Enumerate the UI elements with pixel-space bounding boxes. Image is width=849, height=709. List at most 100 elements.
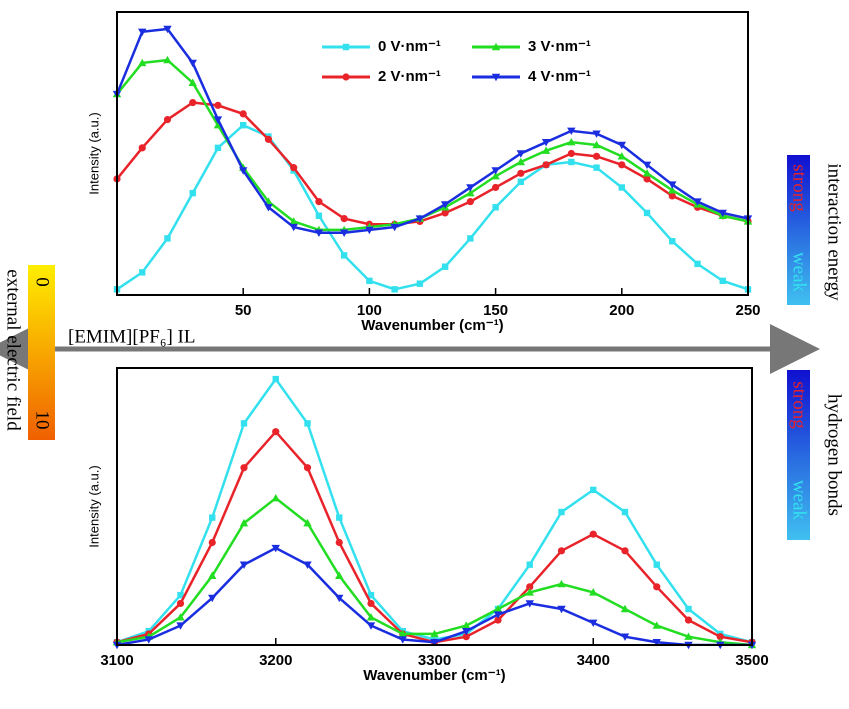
marker — [684, 632, 693, 640]
marker — [516, 150, 526, 158]
marker — [593, 164, 600, 171]
marker — [653, 561, 660, 568]
field-min: 0 — [32, 277, 53, 287]
marker — [621, 508, 629, 516]
y-axis-label: Intensity (a.u.) — [86, 112, 101, 194]
marker — [653, 583, 661, 591]
marker — [163, 115, 172, 124]
x-tick-label: 3200 — [259, 652, 292, 669]
legend-marker — [491, 73, 501, 82]
marker — [271, 544, 280, 553]
marker — [365, 226, 374, 235]
marker — [517, 169, 525, 177]
marker — [208, 594, 217, 603]
marker — [493, 604, 503, 613]
series-line — [117, 27, 748, 234]
series-line — [117, 123, 748, 291]
marker — [589, 619, 598, 628]
marker — [367, 599, 375, 608]
marker — [398, 629, 407, 638]
y-axis-label: Intensity (a.u.) — [86, 465, 101, 547]
series-line — [117, 429, 752, 644]
il-label: [EMIM][PF₆] IL — [68, 326, 195, 347]
marker — [685, 605, 692, 613]
marker — [239, 561, 249, 569]
marker — [684, 616, 693, 624]
energy-bar — [787, 155, 810, 305]
marker — [367, 591, 375, 599]
marker — [642, 169, 652, 177]
x-tick-label: 3400 — [577, 652, 610, 669]
marker — [567, 149, 575, 158]
marker — [335, 538, 343, 547]
marker — [209, 514, 216, 521]
legend-marker — [491, 42, 501, 51]
marker — [303, 464, 312, 472]
marker — [144, 636, 153, 644]
marker — [415, 215, 425, 223]
hbond-label: hydrogen bonds — [824, 394, 845, 516]
marker — [303, 518, 312, 527]
marker — [567, 127, 576, 136]
marker — [620, 604, 630, 613]
marker — [590, 486, 597, 494]
marker — [669, 238, 676, 245]
marker — [290, 164, 298, 172]
marker — [557, 605, 566, 614]
x-tick-label: 200 — [609, 302, 634, 319]
marker — [336, 514, 343, 521]
marker — [289, 223, 298, 232]
marker — [340, 252, 348, 259]
x-tick-label: 50 — [235, 302, 252, 319]
marker — [643, 175, 651, 183]
legend-label: 2 V·nm⁻¹ — [378, 68, 441, 85]
marker — [592, 130, 601, 138]
marker — [542, 161, 550, 169]
marker — [189, 98, 197, 107]
marker — [176, 613, 185, 621]
marker — [208, 571, 217, 579]
marker — [239, 110, 247, 118]
marker — [430, 629, 439, 638]
marker — [617, 141, 626, 150]
field-label: external electric field — [3, 269, 24, 431]
marker — [139, 269, 146, 276]
field-bar — [28, 265, 55, 440]
marker — [541, 138, 551, 147]
marker — [589, 530, 597, 538]
marker — [526, 583, 534, 591]
marker — [314, 229, 324, 237]
marker — [652, 621, 661, 629]
hbond-strong: strong — [789, 381, 810, 429]
marker — [208, 538, 216, 547]
legend-label: 0 V·nm⁻¹ — [378, 38, 441, 55]
marker — [304, 420, 311, 427]
x-tick-label: 3100 — [100, 652, 133, 669]
marker — [398, 636, 407, 644]
energy-label: interaction energy — [824, 163, 845, 301]
marker — [618, 184, 625, 191]
marker — [718, 209, 727, 218]
energy-weak: weak — [789, 252, 810, 293]
marker — [557, 579, 566, 588]
marker — [272, 375, 279, 383]
field-max: 10 — [32, 411, 53, 430]
marker — [164, 235, 171, 242]
marker — [526, 561, 533, 568]
marker — [366, 613, 376, 621]
marker — [441, 263, 449, 270]
legend-label: 4 V·nm⁻¹ — [528, 68, 591, 85]
energy-strong: strong — [789, 164, 810, 212]
marker — [716, 633, 724, 641]
marker — [467, 235, 474, 242]
marker — [462, 627, 471, 636]
marker — [416, 280, 424, 287]
marker — [668, 192, 676, 200]
marker — [525, 600, 534, 608]
marker — [557, 547, 566, 555]
marker — [315, 212, 323, 219]
marker — [163, 55, 172, 64]
marker — [493, 611, 503, 619]
marker — [643, 209, 651, 217]
marker — [188, 78, 197, 86]
